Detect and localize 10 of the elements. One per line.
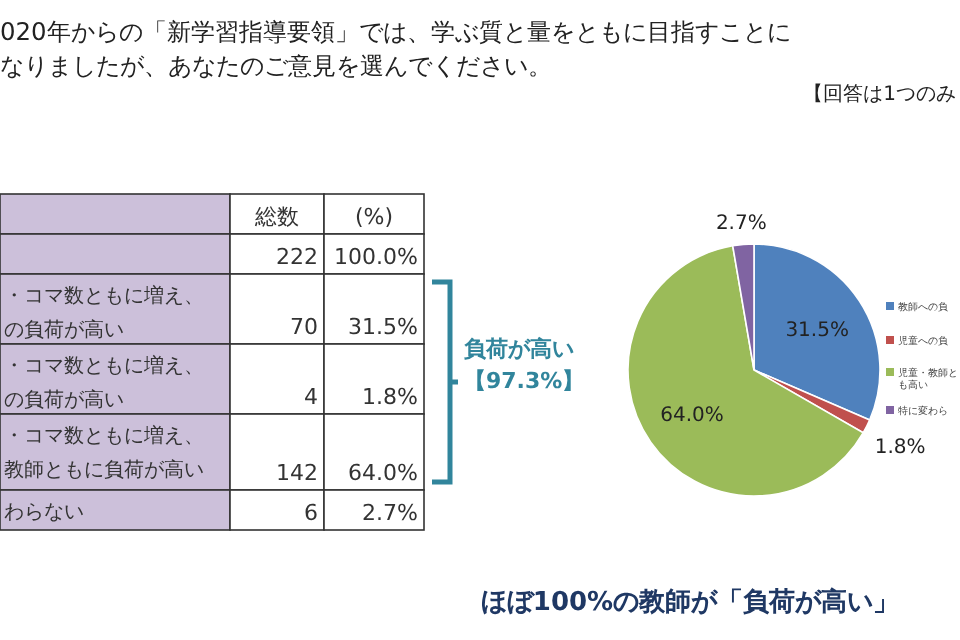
table: 総数 (%) 222 100.0% ・コマ数ともに増え、の負荷が高い 70 31.5% ・コマ数ともに増え、の負荷が高い 4 1.8% ・コマ数ともに増え、教師ともに負荷が高い 142 64.0% わらない 6 2.7% [0, 193, 425, 531]
text: 【回答は1つのみ [803, 82, 956, 106]
text: 020年からの「新学習指導要領」では、学ぶ質と量をともに目指すことになりましたが、あなたのご意見を選んでください。 [0, 18, 791, 80]
data-label: 2.7% [715, 212, 767, 235]
data-label: 1.8% [874, 437, 926, 460]
data-label: 64.0% [660, 405, 724, 428]
text: 【97.3%】 [464, 368, 585, 394]
data-label: 31.5% [785, 320, 849, 343]
text: 負荷が高い [462, 336, 574, 362]
text: ほぼ100%の教師が「負荷が高い」 [480, 586, 900, 618]
